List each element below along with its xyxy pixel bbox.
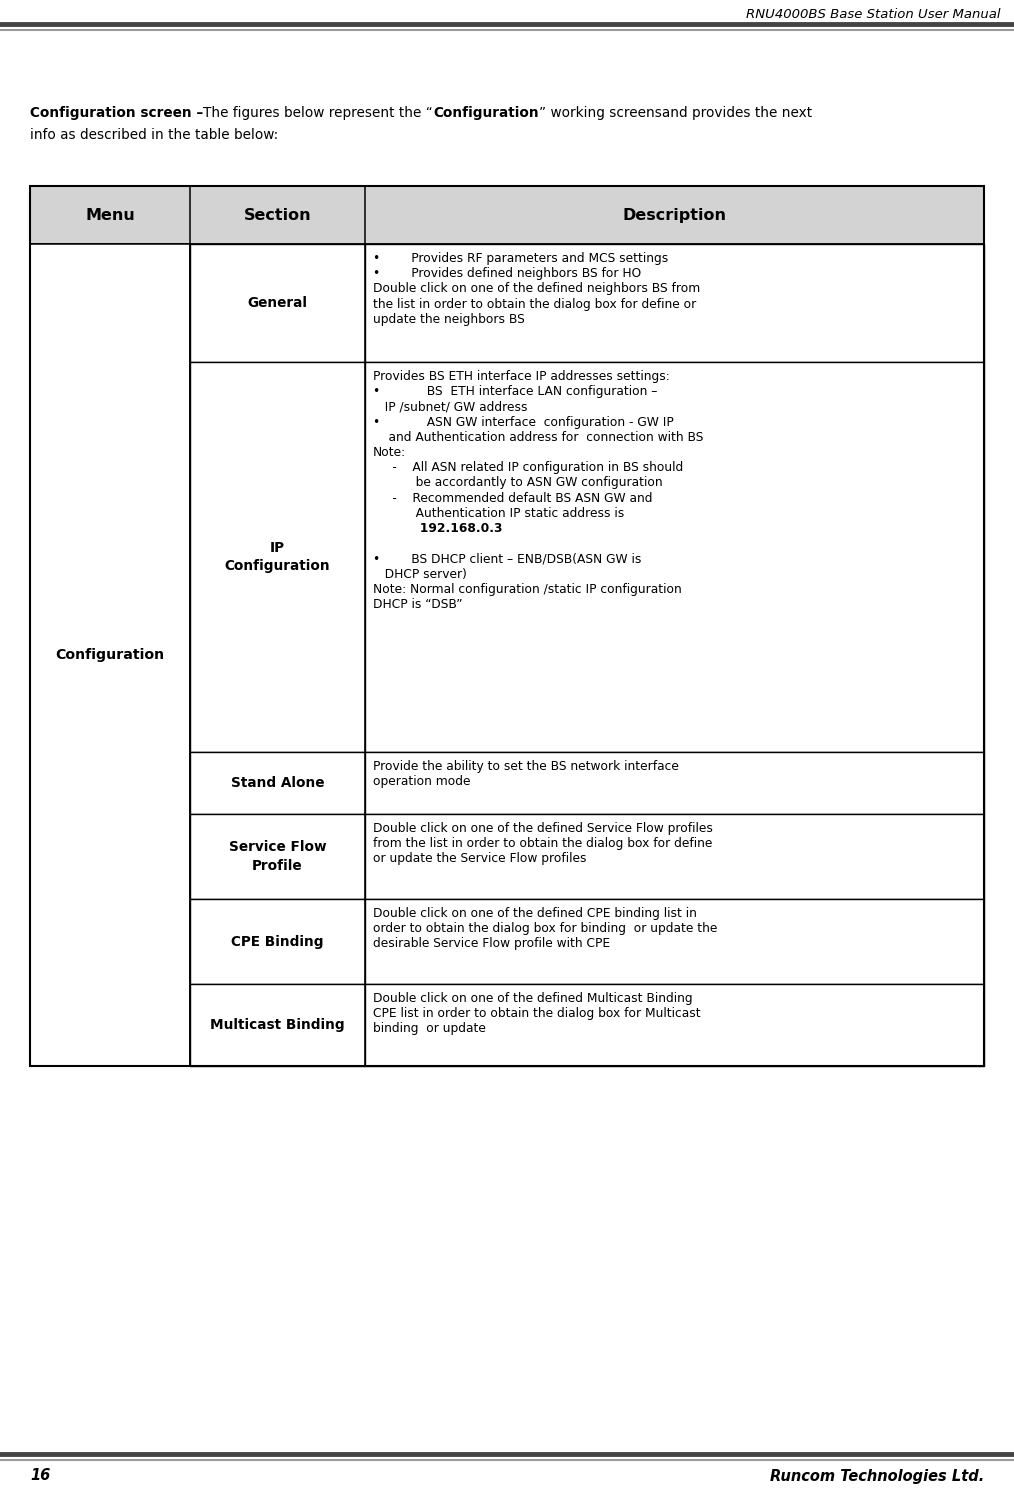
- Text: IP /subnet/ GW address: IP /subnet/ GW address: [373, 401, 527, 413]
- Text: Provide the ability to set the BS network interface: Provide the ability to set the BS networ…: [373, 760, 679, 773]
- Text: Double click on one of the defined CPE binding list in: Double click on one of the defined CPE b…: [373, 907, 697, 920]
- Text: Description: Description: [623, 208, 726, 223]
- Bar: [190, 814, 365, 899]
- Bar: [30, 186, 984, 1067]
- Text: IP
Configuration: IP Configuration: [225, 540, 331, 573]
- Text: •            ASN GW interface  configuration - GW IP: • ASN GW interface configuration - GW IP: [373, 416, 673, 428]
- Text: desirable Service Flow profile with CPE: desirable Service Flow profile with CPE: [373, 938, 610, 950]
- Text: Configuration: Configuration: [56, 648, 164, 663]
- Text: or update the Service Flow profiles: or update the Service Flow profiles: [373, 853, 586, 865]
- Text: 192.168.0.3: 192.168.0.3: [373, 522, 503, 536]
- Text: the list in order to obtain the dialog box for define or: the list in order to obtain the dialog b…: [373, 298, 697, 311]
- Text: Service Flow
Profile: Service Flow Profile: [229, 841, 327, 872]
- Text: Authentication IP static address is: Authentication IP static address is: [373, 507, 625, 519]
- Bar: [190, 899, 365, 984]
- Bar: [190, 244, 365, 362]
- Text: Configuration screen –: Configuration screen –: [30, 106, 203, 120]
- Bar: [190, 362, 365, 752]
- Bar: [365, 984, 984, 1067]
- Text: Menu: Menu: [85, 208, 135, 223]
- Text: DHCP is “DSB”: DHCP is “DSB”: [373, 598, 462, 610]
- Text: Multicast Binding: Multicast Binding: [210, 1017, 345, 1032]
- Bar: [190, 752, 365, 814]
- Text: Double click on one of the defined neighbors BS from: Double click on one of the defined neigh…: [373, 283, 701, 295]
- Text: and Authentication address for  connection with BS: and Authentication address for connectio…: [373, 431, 704, 444]
- Text: •        BS DHCP client – ENB/DSB(ASN GW is: • BS DHCP client – ENB/DSB(ASN GW is: [373, 552, 642, 565]
- Bar: [30, 186, 984, 244]
- Text: •        Provides RF parameters and MCS settings: • Provides RF parameters and MCS setting…: [373, 251, 668, 265]
- Bar: [365, 244, 984, 362]
- Bar: [365, 752, 984, 814]
- Text: CPE list in order to obtain the dialog box for Multicast: CPE list in order to obtain the dialog b…: [373, 1007, 701, 1020]
- Text: General: General: [247, 296, 307, 310]
- Text: •        Provides defined neighbors BS for HO: • Provides defined neighbors BS for HO: [373, 268, 641, 280]
- Text: Double click on one of the defined Multicast Binding: Double click on one of the defined Multi…: [373, 992, 693, 1005]
- Text: binding  or update: binding or update: [373, 1022, 486, 1035]
- Text: -    Recommended default BS ASN GW and: - Recommended default BS ASN GW and: [373, 492, 652, 504]
- Text: Section: Section: [243, 208, 311, 223]
- Text: 16: 16: [30, 1469, 51, 1484]
- Text: •            BS  ETH interface LAN configuration –: • BS ETH interface LAN configuration –: [373, 384, 657, 398]
- Bar: [30, 244, 190, 1067]
- Text: ” working screensand provides the next: ” working screensand provides the next: [538, 106, 812, 120]
- Text: Configuration: Configuration: [433, 106, 538, 120]
- Text: Runcom Technologies Ltd.: Runcom Technologies Ltd.: [770, 1469, 984, 1484]
- Bar: [190, 984, 365, 1067]
- Text: DHCP server): DHCP server): [373, 567, 466, 580]
- Text: order to obtain the dialog box for binding  or update the: order to obtain the dialog box for bindi…: [373, 922, 717, 935]
- Bar: [365, 362, 984, 752]
- Bar: [365, 814, 984, 899]
- Text: RNU4000BS Base Station User Manual: RNU4000BS Base Station User Manual: [745, 7, 1000, 21]
- Bar: [365, 899, 984, 984]
- Text: -    All ASN related IP configuration in BS should: - All ASN related IP configuration in BS…: [373, 461, 683, 474]
- Text: Stand Alone: Stand Alone: [231, 776, 324, 790]
- Text: Note: Normal configuration /static IP configuration: Note: Normal configuration /static IP co…: [373, 583, 681, 595]
- Text: Note:: Note:: [373, 446, 407, 459]
- Text: CPE Binding: CPE Binding: [231, 935, 323, 948]
- Text: from the list in order to obtain the dialog box for define: from the list in order to obtain the dia…: [373, 838, 713, 850]
- Text: info as described in the table below:: info as described in the table below:: [30, 129, 278, 142]
- Text: Provides BS ETH interface IP addresses settings:: Provides BS ETH interface IP addresses s…: [373, 370, 670, 383]
- Text: The figures below represent the “: The figures below represent the “: [203, 106, 433, 120]
- Text: operation mode: operation mode: [373, 775, 470, 788]
- Text: Double click on one of the defined Service Flow profiles: Double click on one of the defined Servi…: [373, 821, 713, 835]
- Text: update the neighbors BS: update the neighbors BS: [373, 313, 525, 326]
- Text: be accordantly to ASN GW configuration: be accordantly to ASN GW configuration: [373, 476, 662, 489]
